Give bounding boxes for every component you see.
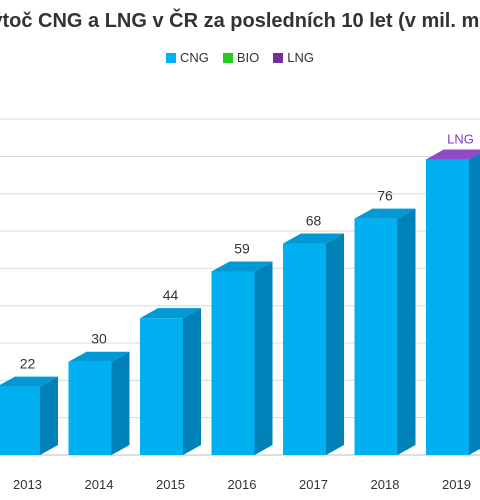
chart-title: Výtoč CNG a LNG v ČR za posledních 10 le… [0,10,480,32]
bar-top [0,376,58,387]
data-label: 76 [377,188,393,204]
bar-top [354,208,416,219]
bar [426,159,469,456]
legend-label-cng: CNG [179,50,209,65]
bar-side [111,351,130,455]
x-tick-label: 2013 [13,477,42,492]
x-tick-label: 2016 [228,477,257,492]
legend-item-lng: LNG [273,50,314,65]
legend-swatch-cng [165,52,176,63]
bar-top [283,233,344,244]
bar-side [254,261,273,455]
bar [0,386,40,455]
data-label: 44 [163,287,179,303]
data-label: 30 [91,331,107,347]
lng-annotation: LNG [447,132,474,147]
bar [140,318,183,455]
bar-side [40,376,58,455]
bar-side [397,208,416,455]
x-tick-label: 2019 [442,477,471,492]
bar-side [469,153,480,455]
data-label: 22 [20,356,36,372]
bar [354,218,398,455]
legend-swatch-lng [273,52,284,63]
bar [211,271,255,455]
legend-label-lng: LNG [287,50,315,65]
x-tick-label: 2017 [299,477,328,492]
bar [283,243,326,455]
bar-top [140,308,201,319]
bar-top [68,351,130,362]
legend-item-bio: BIO [222,50,260,65]
bar-top [211,261,273,272]
bar-lng-face [426,149,480,160]
data-label: 59 [234,241,250,257]
legend-item-cng: CNG [165,50,209,65]
x-tick-label: 2018 [371,477,400,492]
data-label: 68 [306,213,322,229]
legend-label-bio: BIO [236,50,260,65]
bar-side [326,233,344,455]
legend-swatch-bio [222,52,233,63]
legend: CNG BIO LNG [0,50,480,65]
bar [68,361,112,455]
x-tick-label: 2015 [156,477,185,492]
x-tick-label: 2014 [85,477,114,492]
bar-side [183,308,201,455]
